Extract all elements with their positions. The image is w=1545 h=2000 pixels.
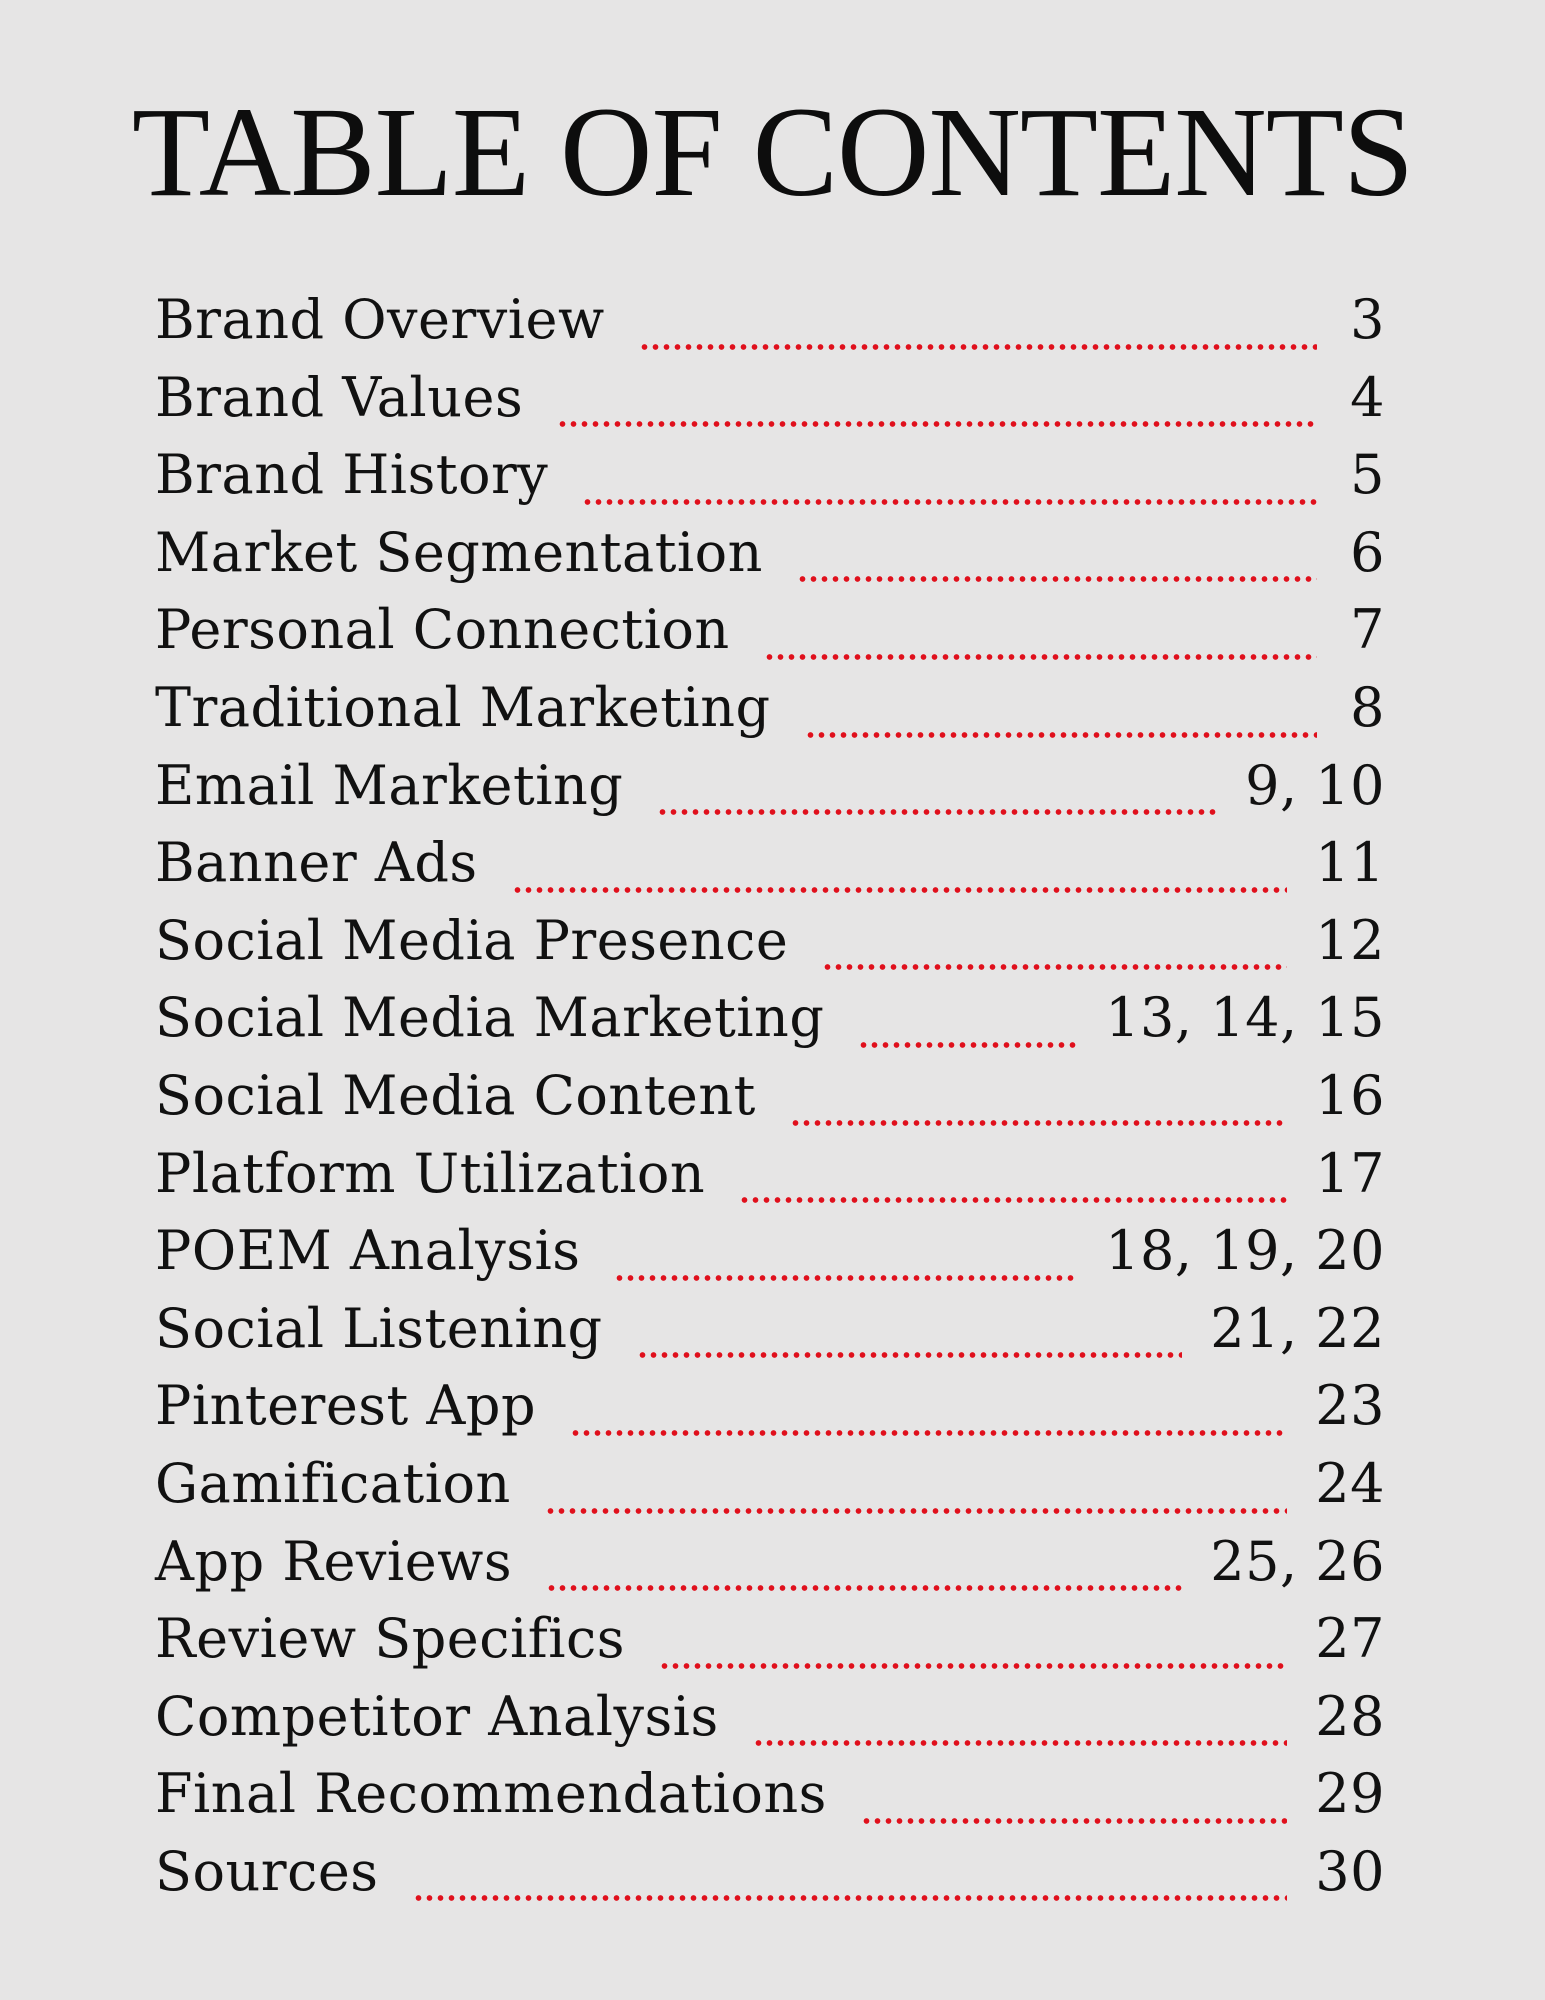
toc-entry[interactable]: Review Specifics 27 — [155, 1606, 1385, 1684]
dotted-leader — [638, 342, 1317, 351]
toc-entry[interactable]: POEM Analysis 18, 19, 20 — [155, 1218, 1385, 1296]
toc-entry-label: Final Recommendations — [155, 1762, 827, 1826]
toc-entry[interactable]: Traditional Marketing 8 — [155, 675, 1385, 753]
dotted-leader — [858, 1040, 1078, 1049]
dotted-leader — [658, 1661, 1288, 1670]
toc-entry-label: App Reviews — [155, 1529, 513, 1593]
toc-entry-label: Gamification — [155, 1451, 511, 1515]
toc-entry-page: 8 — [1350, 675, 1385, 739]
toc-entry-page: 23 — [1315, 1374, 1385, 1438]
toc-entry-page: 27 — [1315, 1607, 1385, 1671]
toc-entry-page: 3 — [1350, 288, 1385, 351]
toc-entry[interactable]: Market Segmentation 6 — [155, 520, 1385, 598]
toc-entry-label: Sources — [155, 1839, 379, 1903]
toc-entry-label: Social Media Presence — [155, 908, 789, 972]
dotted-leader — [570, 1428, 1288, 1437]
toc-entry[interactable]: Brand Overview 3 — [155, 287, 1385, 365]
toc-entry-page: 6 — [1350, 520, 1385, 584]
toc-entry-label: Email Marketing — [155, 753, 624, 817]
toc-entry-page: 25, 26 — [1210, 1529, 1385, 1593]
toc-entry-label: Social Media Content — [155, 1063, 756, 1127]
toc-entry-label: Social Listening — [155, 1296, 603, 1360]
toc-entry-label: Pinterest App — [155, 1374, 537, 1438]
dotted-leader — [860, 1816, 1288, 1825]
toc-entry-page: 7 — [1350, 598, 1385, 662]
toc-entry[interactable]: Gamification 24 — [155, 1451, 1385, 1529]
dotted-leader — [657, 808, 1218, 817]
toc-entry-page: 24 — [1315, 1451, 1385, 1515]
toc-entry-page: 5 — [1350, 443, 1385, 507]
toc-entry-page: 18, 19, 20 — [1105, 1219, 1385, 1283]
dotted-leader — [582, 497, 1317, 506]
dotted-leader — [636, 1351, 1183, 1360]
page-title: TABLE OF CONTENTS — [131, 81, 1414, 223]
toc-entry[interactable]: Sources 30 — [155, 1839, 1385, 1917]
toc-entry-label: Personal Connection — [155, 598, 730, 662]
toc-entry[interactable]: Platform Utilization 17 — [155, 1141, 1385, 1219]
dotted-leader — [804, 730, 1317, 739]
toc-entry[interactable]: Pinterest App 23 — [155, 1373, 1385, 1451]
dotted-leader — [544, 1506, 1288, 1515]
dotted-leader — [789, 1118, 1288, 1127]
dotted-leader — [412, 1894, 1288, 1903]
toc-entry-label: Traditional Marketing — [155, 675, 771, 739]
toc-entry-page: 21, 22 — [1210, 1296, 1385, 1360]
toc-entry-page: 11 — [1315, 831, 1385, 895]
toc-entry-label: Brand Values — [155, 365, 524, 429]
dotted-leader — [822, 963, 1288, 972]
dotted-leader — [511, 885, 1288, 894]
dotted-leader — [739, 1196, 1288, 1205]
toc-list: Brand Overview 3 Brand Values 4 Brand Hi… — [155, 287, 1385, 1916]
toc-entry[interactable]: Banner Ads 11 — [155, 830, 1385, 908]
toc-entry-label: Banner Ads — [155, 831, 478, 895]
toc-entry[interactable]: Personal Connection 7 — [155, 597, 1385, 675]
toc-entry[interactable]: Social Media Presence 12 — [155, 908, 1385, 986]
toc-entry-page: 9, 10 — [1245, 753, 1385, 817]
toc-entry-label: Market Segmentation — [155, 520, 763, 584]
toc-entry-label: Social Media Marketing — [155, 986, 825, 1050]
toc-entry[interactable]: Email Marketing 9, 10 — [155, 753, 1385, 831]
toc-entry-label: Brand Overview — [155, 288, 605, 351]
toc-entry-page: 4 — [1350, 365, 1385, 429]
dotted-leader — [614, 1273, 1078, 1282]
dotted-leader — [752, 1739, 1288, 1748]
toc-entry-page: 30 — [1315, 1839, 1385, 1903]
dotted-leader — [546, 1584, 1183, 1593]
toc-entry-label: Competitor Analysis — [155, 1684, 719, 1748]
toc-entry-label: Platform Utilization — [155, 1141, 706, 1205]
toc-entry[interactable]: Social Media Content 16 — [155, 1063, 1385, 1141]
toc-entry[interactable]: Competitor Analysis 28 — [155, 1684, 1385, 1762]
toc-entry[interactable]: Social Listening 21, 22 — [155, 1296, 1385, 1374]
toc-entry-label: POEM Analysis — [155, 1219, 581, 1283]
toc-entry[interactable]: Social Media Marketing 13, 14, 15 — [155, 985, 1385, 1063]
toc-entry-page: 29 — [1315, 1762, 1385, 1826]
toc-entry[interactable]: App Reviews 25, 26 — [155, 1529, 1385, 1607]
dotted-leader — [796, 575, 1317, 584]
toc-entry[interactable]: Brand Values 4 — [155, 365, 1385, 443]
toc-entry-page: 16 — [1315, 1063, 1385, 1127]
toc-entry-page: 28 — [1315, 1684, 1385, 1748]
toc-entry[interactable]: Final Recommendations 29 — [155, 1761, 1385, 1839]
toc-entry-label: Review Specifics — [155, 1607, 625, 1671]
dotted-leader — [557, 420, 1317, 429]
dotted-leader — [763, 652, 1317, 661]
toc-entry-page: 17 — [1315, 1141, 1385, 1205]
toc-entry-page: 13, 14, 15 — [1105, 986, 1385, 1050]
toc-entry-page: 12 — [1315, 908, 1385, 972]
toc-entry[interactable]: Brand History 5 — [155, 442, 1385, 520]
toc-entry-label: Brand History — [155, 443, 549, 507]
